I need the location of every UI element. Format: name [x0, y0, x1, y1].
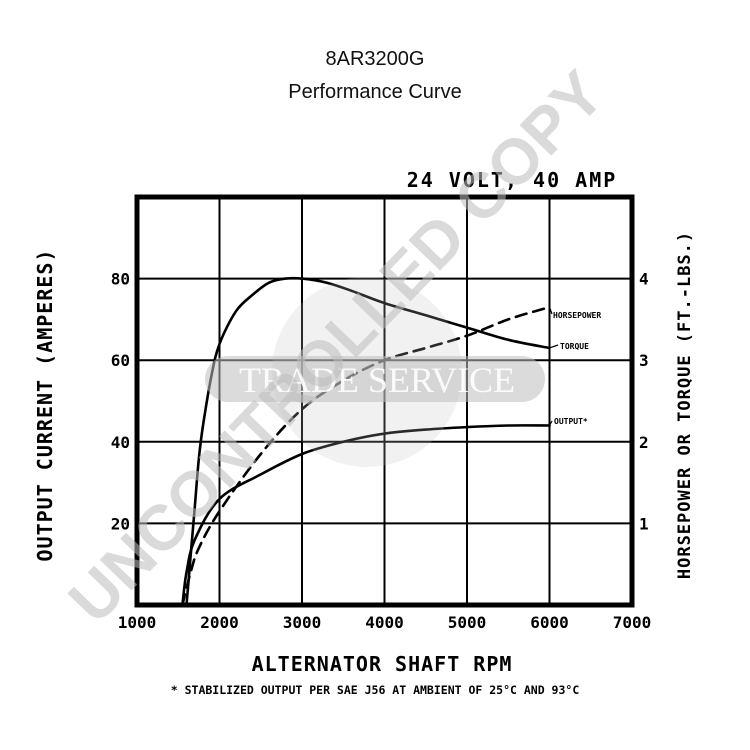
x-tick-label: 3000	[283, 613, 322, 632]
chart-title: 8AR3200G	[326, 48, 425, 70]
output-series-label: OUTPUT*	[554, 417, 588, 426]
y-left-tick-label: 80	[111, 270, 130, 289]
x-tick-label: 1000	[118, 613, 157, 632]
series-label-leader	[548, 420, 553, 426]
series-line-torque	[181, 424, 551, 607]
y-axis-label-left: OUTPUT CURRENT (AMPERES)	[33, 249, 57, 562]
y-right-tick-label: 4	[639, 270, 649, 289]
x-axis-label: ALTERNATOR SHAFT RPM	[252, 652, 513, 676]
x-tick-label: 2000	[200, 613, 239, 632]
chart-subtitle: Performance Curve	[288, 81, 461, 103]
x-tick-label: 5000	[448, 613, 487, 632]
horsepower-series-label: HORSEPOWER	[553, 311, 601, 320]
x-tick-label: 6000	[530, 613, 569, 632]
footnote: * STABILIZED OUTPUT PER SAE J56 AT AMBIE…	[171, 683, 580, 697]
y-right-tick-label: 1	[639, 514, 649, 533]
y-right-tick-label: 2	[639, 433, 649, 452]
watermark-circle	[272, 277, 462, 467]
torque-series-label: TORQUE	[560, 342, 589, 351]
series-label-leader	[549, 344, 559, 349]
rating-label: 24 VOLT, 40 AMP	[407, 168, 618, 192]
x-tick-label: 4000	[365, 613, 404, 632]
watermark-band	[205, 356, 545, 402]
y-right-tick-label: 3	[639, 351, 649, 370]
tick-labels: 1000 2000 3000 4000 5000 6000 7000 20 40 60 80 1 2 3 4	[111, 270, 652, 632]
y-left-tick-label: 20	[111, 514, 130, 533]
x-tick-label: 7000	[613, 613, 652, 632]
y-left-tick-label: 60	[111, 351, 130, 370]
series-label-leader	[548, 306, 553, 315]
series-line-output	[185, 276, 551, 607]
plot-frame	[134, 194, 635, 608]
watermark-band-text: TRADE SERVICE	[239, 360, 515, 400]
y-left-tick-label: 40	[111, 433, 130, 452]
y-axis-label-right: HORSEPOWER OR TORQUE (FT.-LBS.)	[675, 231, 695, 579]
